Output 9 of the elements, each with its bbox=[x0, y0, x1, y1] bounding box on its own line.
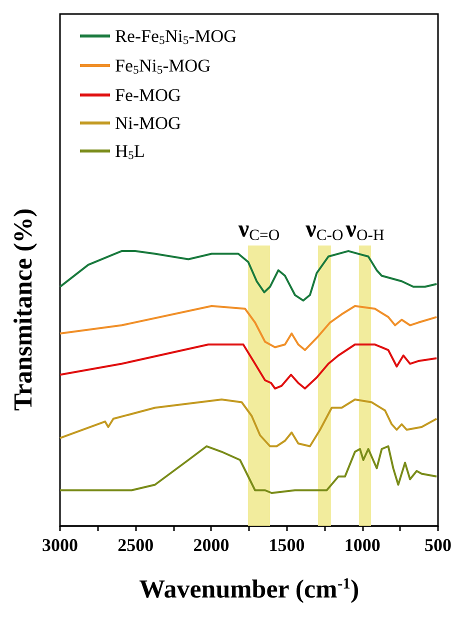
x-tick-label: 1500 bbox=[268, 535, 305, 555]
x-tick-label: 1000 bbox=[344, 535, 380, 555]
x-tick-label: 2000 bbox=[193, 535, 230, 555]
y-axis-title: Transmitance (%) bbox=[8, 208, 38, 411]
x-tick-label: 2500 bbox=[118, 535, 154, 555]
legend-label: Ni-MOG bbox=[115, 113, 181, 133]
x-tick-label: 500 bbox=[424, 535, 452, 555]
legend-label: Fe-MOG bbox=[115, 85, 181, 105]
x-tick-label: 3000 bbox=[42, 535, 78, 555]
